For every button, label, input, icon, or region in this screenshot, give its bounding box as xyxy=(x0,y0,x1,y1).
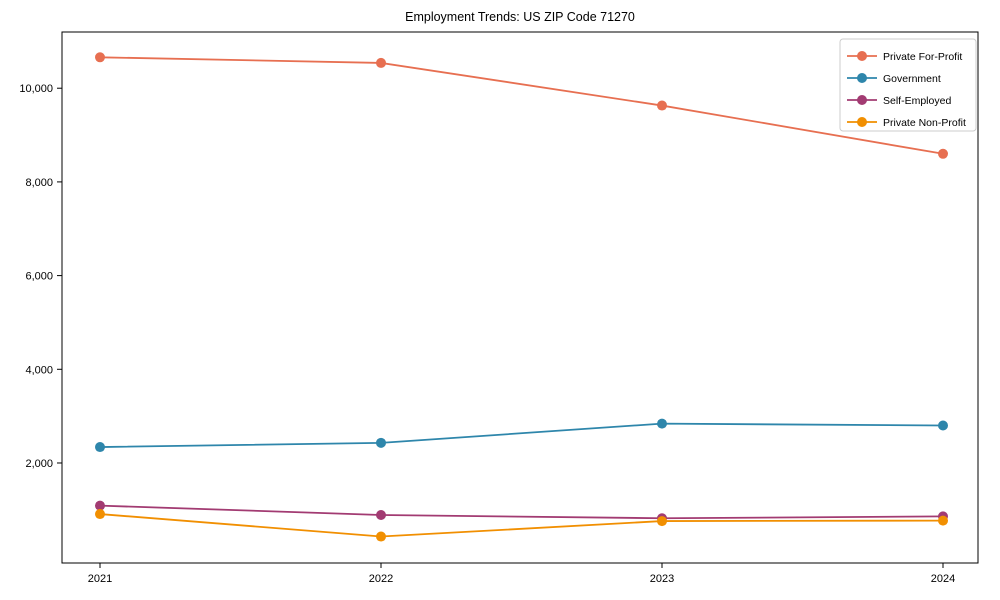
legend: Private For-Profit Government Self-Employe… xyxy=(839,38,977,132)
y-axis-tick-label: 2,000 xyxy=(25,458,53,470)
y-axis-tick-label: 8,000 xyxy=(25,177,53,189)
x-axis-tick-label: 2023 xyxy=(650,573,674,585)
plot-border xyxy=(61,31,979,564)
data-point-government xyxy=(938,420,948,431)
legend-marker-icon xyxy=(857,51,867,61)
data-point-private-non-profit xyxy=(657,516,667,527)
data-point-self-employed xyxy=(376,509,386,520)
legend-marker-icon xyxy=(857,95,867,105)
chart-title: Employment Trends: US ZIP Code 71270 xyxy=(405,10,635,24)
line-private-non-profit xyxy=(99,513,944,538)
legend-label: Private Non-Profit xyxy=(883,117,966,129)
data-point-private-for-profit xyxy=(95,52,105,63)
line-private-for-profit xyxy=(99,56,944,155)
legend-label: Self-Employed xyxy=(883,95,951,107)
x-axis-tick-label: 2022 xyxy=(369,573,393,585)
legend-box xyxy=(839,38,977,132)
line-government xyxy=(99,422,944,448)
data-point-private-for-profit xyxy=(938,148,948,159)
y-axis-tick-label: 6,000 xyxy=(25,271,53,283)
line-self-employed xyxy=(99,504,944,520)
data-point-private-for-profit xyxy=(376,57,386,68)
data-point-government xyxy=(376,437,386,448)
data-point-private-non-profit xyxy=(938,515,948,526)
x-axis-tick-label: 2021 xyxy=(88,573,112,585)
x-axis-tick-label: 2024 xyxy=(931,573,955,585)
y-axis-tick-label: 4,000 xyxy=(25,364,53,376)
data-point-self-employed xyxy=(95,500,105,511)
data-point-private-non-profit xyxy=(376,531,386,542)
axes-layer: 2,000 4,000 6,000 8,000 10,000 2021 2022 2023 20… xyxy=(19,31,979,585)
legend-label: Private For-Profit xyxy=(883,51,962,63)
series-layer xyxy=(95,52,948,542)
data-point-private-for-profit xyxy=(657,100,667,111)
legend-marker-icon xyxy=(857,117,867,127)
legend-marker-icon xyxy=(857,73,867,83)
y-axis-tick-label: 10,000 xyxy=(19,83,53,95)
data-point-private-non-profit xyxy=(95,509,105,520)
data-point-government xyxy=(95,442,105,453)
data-point-government xyxy=(657,418,667,429)
legend-label: Government xyxy=(883,73,941,85)
